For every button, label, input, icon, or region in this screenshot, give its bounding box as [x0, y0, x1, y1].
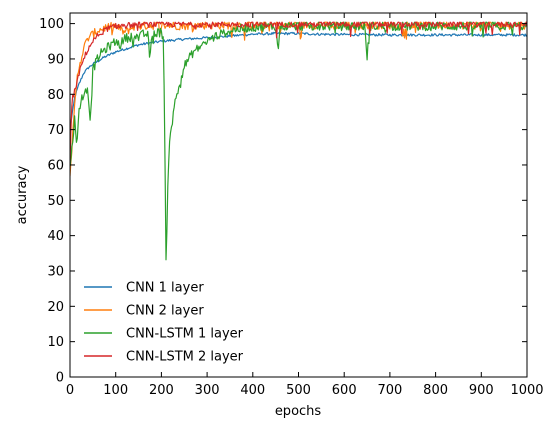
series-line-cnn-1-layer — [70, 31, 527, 130]
y-tick-label: 80 — [47, 88, 64, 103]
series-clip — [70, 21, 527, 261]
legend-label: CNN 1 layer — [126, 281, 204, 296]
legend: CNN 1 layer CNN 2 layer CNN-LSTM 1 layer CN… — [84, 281, 244, 365]
x-tick-label: 0 — [66, 383, 74, 398]
x-tick-label: 200 — [149, 383, 174, 398]
legend-label: CNN 2 layer — [126, 304, 204, 319]
x-tick-label: 400 — [240, 383, 265, 398]
y-tick-label: 100 — [39, 17, 64, 32]
legend-item: CNN-LSTM 2 layer — [84, 350, 244, 365]
y-tick-label: 70 — [47, 123, 64, 138]
x-axis-title: epochs — [275, 404, 322, 419]
x-tick-label: 600 — [332, 383, 357, 398]
x-tick-label: 100 — [103, 383, 128, 398]
x-tick-label: 500 — [286, 383, 311, 398]
legend-item: CNN-LSTM 1 layer — [84, 327, 244, 342]
series-line-cnn-lstm-2-layer — [70, 21, 527, 163]
y-tick-label: 0 — [56, 371, 64, 386]
legend-label: CNN-LSTM 1 layer — [126, 327, 244, 342]
y-tick-label: 90 — [47, 52, 64, 67]
y-tick-label: 30 — [47, 264, 64, 279]
x-tick-label: 900 — [469, 383, 494, 398]
y-axis-title: accuracy — [15, 165, 30, 224]
plot-area: 0 100 200 300 400 500 600 700 800 900 1000 0 10 20 30 4… — [39, 12, 544, 398]
tick-layer: 0 100 200 300 400 500 600 700 800 900 1000 0 10 20 30 4… — [39, 13, 544, 398]
legend-label: CNN-LSTM 2 layer — [126, 350, 244, 365]
x-tick-label: 800 — [423, 383, 448, 398]
legend-item: CNN 2 layer — [84, 304, 204, 319]
x-tick-label: 700 — [377, 383, 402, 398]
y-tick-label: 20 — [47, 300, 64, 315]
series-layer — [70, 21, 527, 261]
x-tick-label: 1000 — [510, 383, 543, 398]
y-tick-label: 50 — [47, 194, 64, 209]
y-tick-label: 40 — [47, 229, 64, 244]
x-tick-label: 300 — [195, 383, 220, 398]
series-line-cnn-lstm-1-layer — [70, 21, 527, 261]
y-tick-label: 10 — [47, 335, 64, 350]
y-tick-label: 60 — [47, 158, 64, 173]
legend-item: CNN 1 layer — [84, 281, 204, 296]
